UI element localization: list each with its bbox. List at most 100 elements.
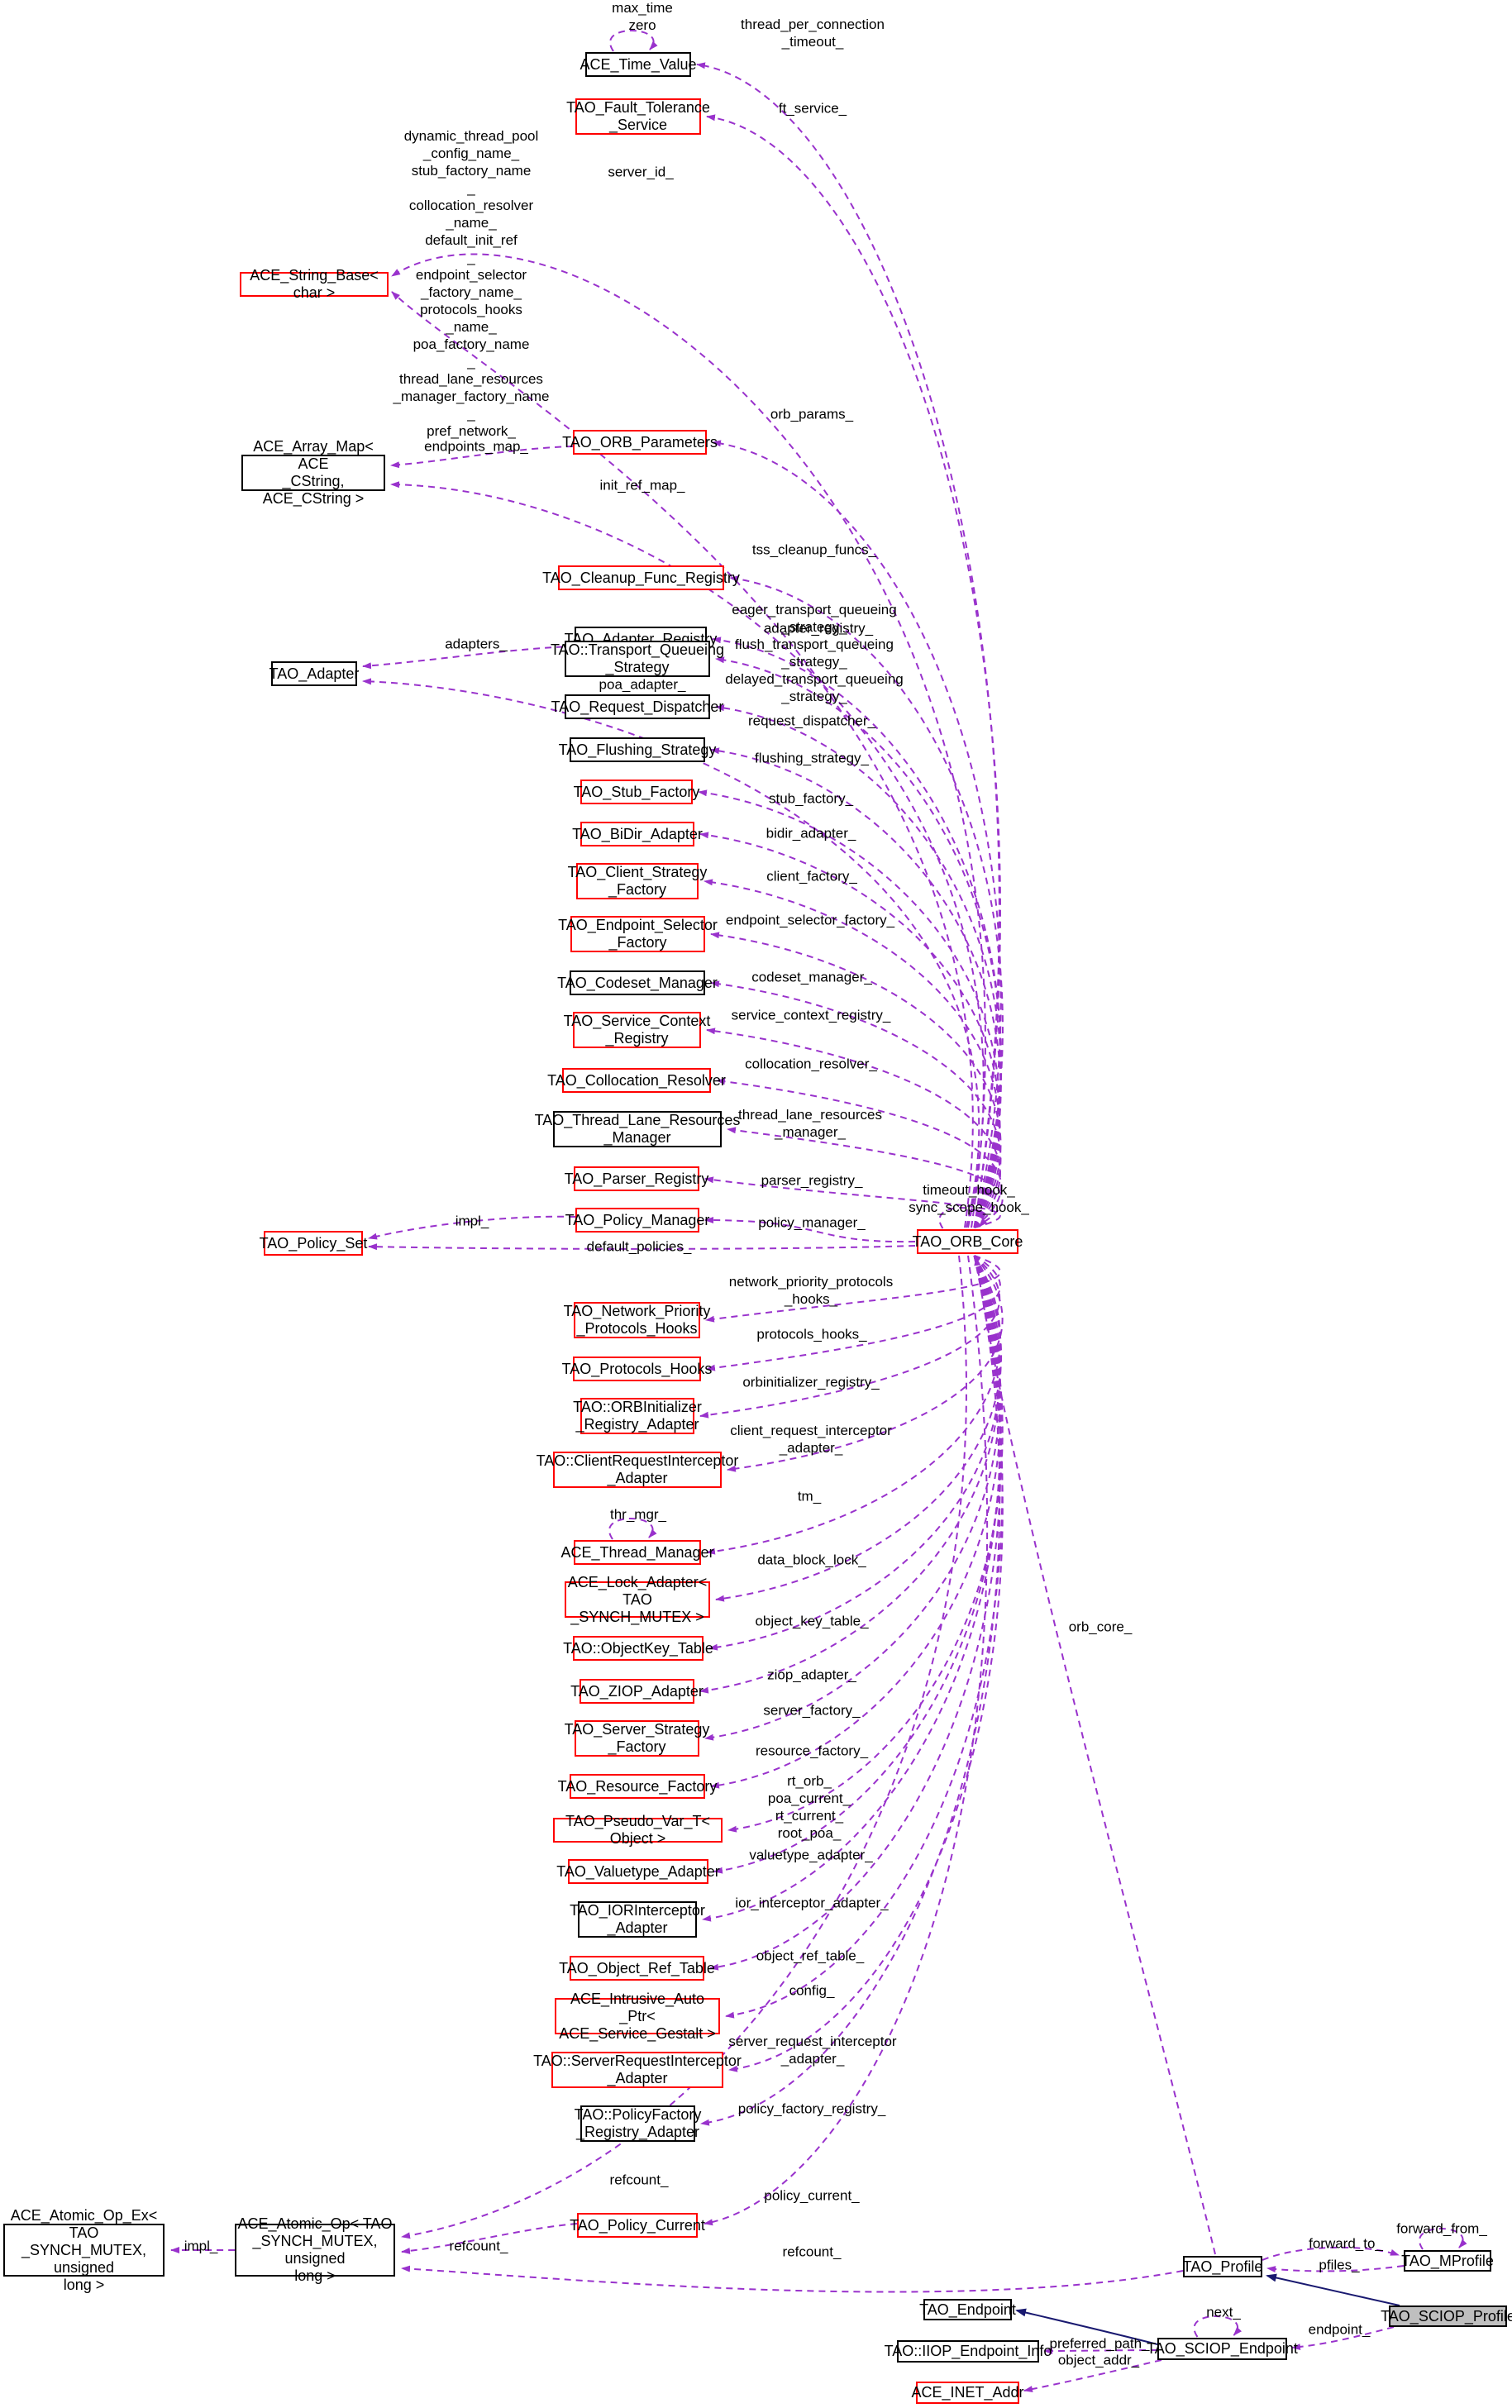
edge-profile-to-atomic-op [401,2265,1184,2293]
class-node-endpoint[interactable]: TAO_Endpoint [919,2299,1016,2320]
class-node-stub-factory[interactable]: TAO_Stub_Factory [574,780,699,804]
edge-orb-core-to-thread-manager [706,1255,1001,1555]
class-node-array-map[interactable]: ACE_Array_Map< ACE _CString, ACE_CString… [241,438,385,507]
edge-label: server_id_ [608,164,674,180]
class-node-label: ACE_Time_Value [580,55,697,73]
class-node-request-dispatcher[interactable]: TAO_Request_Dispatcher [551,694,723,719]
class-node-label: TAO_Server_Strategy _Factory [564,1721,710,1755]
class-node-orb-core[interactable]: TAO_ORB_Core [913,1229,1023,1254]
class-node-label: TAO_Flushing_Strategy [558,741,717,758]
class-node-parser-registry[interactable]: TAO_Parser_Registry [565,1166,708,1191]
edge-orb-core-to-thread-lane [727,1127,1004,1228]
class-node-server-request-int[interactable]: TAO::ServerRequestInterceptor _Adapter [533,2052,742,2088]
class-node-fault-tolerance[interactable]: TAO_Fault_Tolerance _Service [566,98,710,135]
class-node-policy-set[interactable]: TAO_Policy_Set [260,1231,367,1256]
class-node-valuetype-adapter[interactable]: TAO_Valuetype_Adapter [556,1859,720,1884]
edge-policy-manager-to-policy-set [368,1215,576,1240]
class-node-label: TAO_Adapter [269,665,360,682]
class-node-label: TAO_Policy_Set [259,1234,368,1252]
class-node-cleanup-func[interactable]: TAO_Cleanup_Func_Registry [542,565,740,590]
class-node-policy-current[interactable]: TAO_Policy_Current [570,2213,705,2238]
edge-label: tss_cleanup_funcs_ [751,541,877,558]
class-node-objectkey-table[interactable]: TAO::ObjectKey_Table [563,1636,713,1661]
class-node-intrusive-auto-ptr[interactable]: ACE_Intrusive_Auto _Ptr< ACE_Service_Ges… [555,1991,720,2042]
class-node-label: ACE_Array_Map< ACE _CString, ACE_CString… [253,438,374,507]
class-node-mprofile[interactable]: TAO_MProfile [1401,2250,1494,2272]
class-node-label: TAO::Transport_Queueing _Strategy [550,641,725,675]
edge-label: endpoints_map_ [424,438,528,455]
class-node-sciop-endpoint[interactable]: TAO_SCIOP_Endpoint [1147,2338,1298,2360]
class-node-policyfactory[interactable]: TAO::PolicyFactory _Registry_Adapter [575,2105,701,2142]
edge-label: pfiles_ [1319,2257,1360,2273]
self-loop-orb-core [938,1207,988,1229]
class-node-object-ref-table[interactable]: TAO_Object_Ref_Table [559,1956,715,1981]
class-node-ace-time-value[interactable]: ACE_Time_Value [580,52,697,77]
class-node-label: TAO_IORInterceptor _Adapter [570,1902,705,1936]
class-node-profile[interactable]: TAO_Profile [1183,2256,1262,2277]
class-node-ior-interceptor[interactable]: TAO_IORInterceptor _Adapter [570,1901,705,1938]
class-node-label: TAO_Protocols_Hooks [561,1360,713,1377]
edge-orb-core-to-network-priority [705,1255,1001,1323]
edge-label: policy_current_ [764,2187,860,2204]
class-node-orbinitializer[interactable]: TAO::ORBInitializer _Registry_Adapter [573,1398,702,1434]
edge-orb-core-to-policy-set [368,1243,916,1251]
edge-label: default_policies_ [586,1238,692,1255]
edge-label: poa_adapter_ [599,676,686,693]
edge-orb-core-to-protocols-hooks [706,1255,1001,1371]
edge-label: policy_factory_registry_ [737,2100,886,2117]
class-node-iiop-endpoint-info[interactable]: TAO::IIOP_Endpoint_Info [885,2340,1052,2363]
edge-label: client_request_interceptor _adapter_ [730,1423,892,1456]
class-node-orb-parameters[interactable]: TAO_ORB_Parameters [562,430,718,455]
class-node-atomic-op[interactable]: ACE_Atomic_Op< TAO _SYNCH_MUTEX, unsigne… [235,2215,395,2284]
class-node-network-priority[interactable]: TAO_Network_Priority _Protocols_Hooks [564,1302,710,1338]
class-node-client-request-int[interactable]: TAO::ClientRequestInterceptor _Adapter [537,1452,738,1488]
class-node-string-base[interactable]: ACE_String_Base< char > [240,267,389,301]
class-node-adapter[interactable]: TAO_Adapter [269,661,360,686]
class-node-thread-lane[interactable]: TAO_Thread_Lane_Resources _Manager [535,1111,740,1147]
class-node-server-strategy[interactable]: TAO_Server_Strategy _Factory [565,1720,709,1757]
edge-label: tm_ [797,1488,822,1504]
edge-sciop-profile-to-sciop-endpoint [1291,2326,1395,2351]
class-node-thread-manager[interactable]: ACE_Thread_Manager [560,1540,714,1565]
edge-profile-to-orb-core [974,1256,1216,2255]
class-node-label: TAO_SCIOP_Profile [1381,2307,1512,2325]
class-node-codeset-manager[interactable]: TAO_Codeset_Manager [557,970,718,995]
edge-label: protocols_hooks_ [756,1326,867,1342]
class-node-bidir-adapter[interactable]: TAO_BiDir_Adapter [572,822,703,846]
class-node-endpoint-selector[interactable]: TAO_Endpoint_Selector _Factory [558,916,718,952]
class-node-label: ACE_Lock_Adapter< TAO _SYNCH_MUTEX > [567,1573,708,1625]
class-node-label: TAO_Thread_Lane_Resources _Manager [534,1112,741,1146]
self-loop-mprofile [1419,2228,1467,2250]
edge-label: object_key_table_ [755,1613,869,1629]
class-node-policy-manager[interactable]: TAO_Policy_Manager [565,1208,709,1233]
edge-label: rt_orb_ poa_current_ rt_current_ root_po… [767,1773,851,1841]
edge-label: max_time zero [612,0,673,33]
class-node-label: TAO_Collocation_Resolver [547,1071,726,1089]
class-node-collocation-resolver[interactable]: TAO_Collocation_Resolver [547,1068,726,1093]
edge-label: impl_ [455,1213,489,1229]
class-node-ziop-adapter[interactable]: TAO_ZIOP_Adapter [570,1679,704,1704]
class-node-flushing-strategy[interactable]: TAO_Flushing_Strategy [559,737,716,762]
class-node-label: ACE_INET_Addr [911,2384,1024,2401]
class-node-pseudo-var[interactable]: TAO_Pseudo_Var_T< Object > [553,1813,723,1847]
edge-profile-to-mprofile [1262,2246,1400,2261]
edge-adapter-registry-to-adapter [362,646,575,670]
class-node-transport-queueing[interactable]: TAO::Transport_Queueing _Strategy [551,641,724,677]
class-node-label: TAO_Policy_Manager [565,1211,710,1228]
edge-orb-parameters-to-array-map [390,446,574,469]
edge-label: stub_factory_ [768,790,854,807]
class-node-lock-adapter[interactable]: ACE_Lock_Adapter< TAO _SYNCH_MUTEX > [565,1574,710,1625]
edge-orb-core-to-policy-current [704,1255,989,2226]
class-node-inet-addr[interactable]: ACE_INET_Addr [911,2382,1024,2404]
edge-sciop-profile-to-profile [1266,2273,1400,2306]
class-node-label: TAO_Profile [1182,2258,1263,2275]
class-node-service-context[interactable]: TAO_Service_Context _Registry [564,1012,710,1048]
class-node-label: TAO_Pseudo_Var_T< Object > [565,1813,710,1847]
class-node-client-strategy[interactable]: TAO_Client_Strategy _Factory [568,863,707,899]
edge-orb-core-to-policy-manager [704,1217,916,1243]
class-node-protocols-hooks[interactable]: TAO_Protocols_Hooks [562,1357,712,1381]
class-node-label: TAO_ORB_Parameters [562,433,718,451]
class-node-label: ACE_Atomic_Op_Ex< TAO _SYNCH_MUTEX, unsi… [10,2206,158,2293]
class-node-resource-factory[interactable]: TAO_Resource_Factory [558,1774,717,1799]
class-node-atomic-op-ex[interactable]: ACE_Atomic_Op_Ex< TAO _SYNCH_MUTEX, unsi… [3,2207,165,2293]
